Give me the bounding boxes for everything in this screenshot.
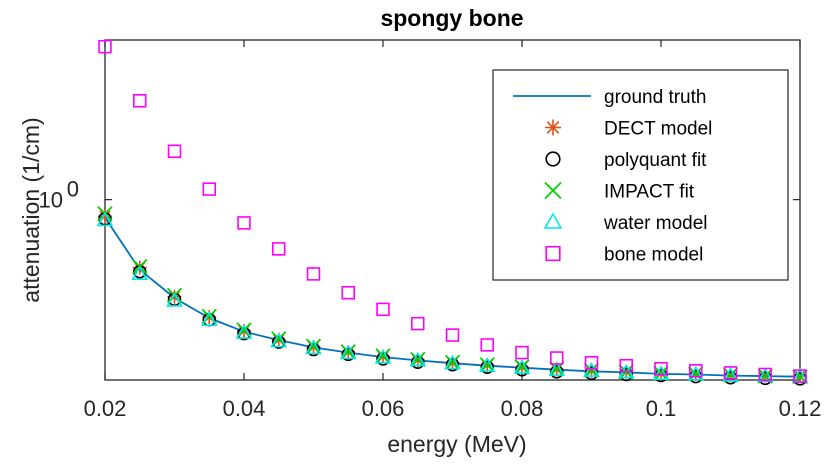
point-impact-fit (479, 357, 495, 373)
point-water-model (200, 311, 218, 327)
x-axis-label: energy (MeV) (387, 431, 526, 457)
point-bone-model (98, 39, 112, 54)
point-bone-model (376, 302, 390, 317)
point-bone-model (723, 366, 738, 380)
point-water-model (339, 344, 357, 360)
legend-swatch-water-model (543, 212, 563, 229)
point-water-model (270, 332, 288, 348)
legend-swatch-polyquant-fit (545, 151, 561, 167)
x-tick-label: 0.02 (84, 396, 127, 421)
point-polyquant-fit (306, 342, 321, 357)
plot-area (96, 39, 809, 386)
point-water-model (96, 211, 114, 227)
point-water-model (409, 351, 427, 367)
point-impact-fit (514, 359, 530, 375)
x-tick-label: 0.12 (779, 396, 822, 421)
point-bone-model (584, 356, 599, 370)
point-bone-model (271, 242, 286, 256)
point-bone-model (167, 144, 182, 159)
point-water-model (478, 357, 496, 372)
x-tick-label: 0.04 (223, 396, 266, 421)
legend-label-bone-model: bone model (604, 245, 703, 266)
point-bone-model (410, 316, 425, 331)
legend-swatch-dect-model (545, 119, 561, 136)
x-tick-label: 0.08 (501, 396, 544, 421)
point-bone-model (619, 358, 633, 373)
point-water-model (166, 292, 183, 307)
point-water-model (652, 365, 670, 380)
point-water-model (235, 324, 253, 339)
legend-label-polyquant-fit: polyquant fit (604, 150, 707, 171)
point-bone-model (341, 286, 355, 300)
point-impact-fit (410, 351, 426, 368)
point-water-model (374, 348, 392, 364)
point-bone-model (688, 364, 703, 378)
point-impact-fit (340, 344, 356, 360)
point-water-model (687, 365, 705, 381)
y-tick-label-exponent: 0 (67, 177, 79, 202)
point-water-model (756, 367, 774, 383)
legend-label-dect-model: DECT model (604, 119, 712, 140)
x-tick-label: 0.1 (646, 396, 677, 421)
point-polyquant-fit (445, 357, 460, 372)
chart-title: spongy bone (380, 5, 523, 31)
point-water-model (548, 361, 566, 376)
point-bone-model (793, 369, 807, 383)
point-polyquant-fit (480, 360, 494, 374)
legend-label-impact-fit: IMPACT fit (604, 182, 695, 203)
legend-label-water-model: water model (603, 213, 708, 234)
point-impact-fit (375, 348, 391, 364)
point-polyquant-fit (376, 352, 390, 366)
legend: ground truth DECT model polyquant fit IMPAC… (492, 69, 789, 281)
point-polyquant-fit (654, 368, 668, 383)
point-bone-model (306, 267, 321, 281)
plot-axes: 0.02 0.04 0.06 0.08 0.1 0.12 10 0 (39, 39, 822, 421)
point-impact-fit (444, 354, 461, 370)
point-water-model (583, 362, 600, 377)
point-polyquant-fit (341, 347, 355, 362)
point-impact-fit (688, 366, 704, 382)
point-bone-model (549, 351, 564, 365)
point-impact-fit (166, 287, 183, 303)
point-bone-model (758, 367, 772, 382)
point-bone-model (445, 328, 460, 342)
legend-label-ground-truth: ground truth (604, 87, 706, 108)
point-water-model (444, 354, 461, 370)
point-bone-model (480, 338, 494, 352)
point-water-model (513, 359, 531, 374)
y-axis-label: attenuation (1/cm) (18, 117, 44, 302)
point-bone-model (133, 94, 147, 108)
point-impact-fit (583, 362, 600, 378)
point-water-model (305, 339, 322, 355)
point-bone-model (237, 216, 251, 230)
point-impact-fit (722, 367, 739, 383)
x-tick-label: 0.06 (362, 396, 405, 421)
legend-swatch-impact-fit (544, 181, 562, 200)
point-bone-model (654, 361, 668, 376)
point-polyquant-fit (271, 335, 286, 349)
legend-box (492, 69, 789, 281)
point-water-model (131, 265, 149, 280)
point-polyquant-fit (237, 326, 251, 341)
legend-swatch-bone-model (545, 245, 561, 262)
y-tick-label: 10 (39, 188, 63, 213)
point-bone-model (515, 345, 529, 360)
point-water-model (722, 366, 739, 382)
point-bone-model (202, 182, 217, 196)
point-impact-fit (653, 365, 669, 382)
